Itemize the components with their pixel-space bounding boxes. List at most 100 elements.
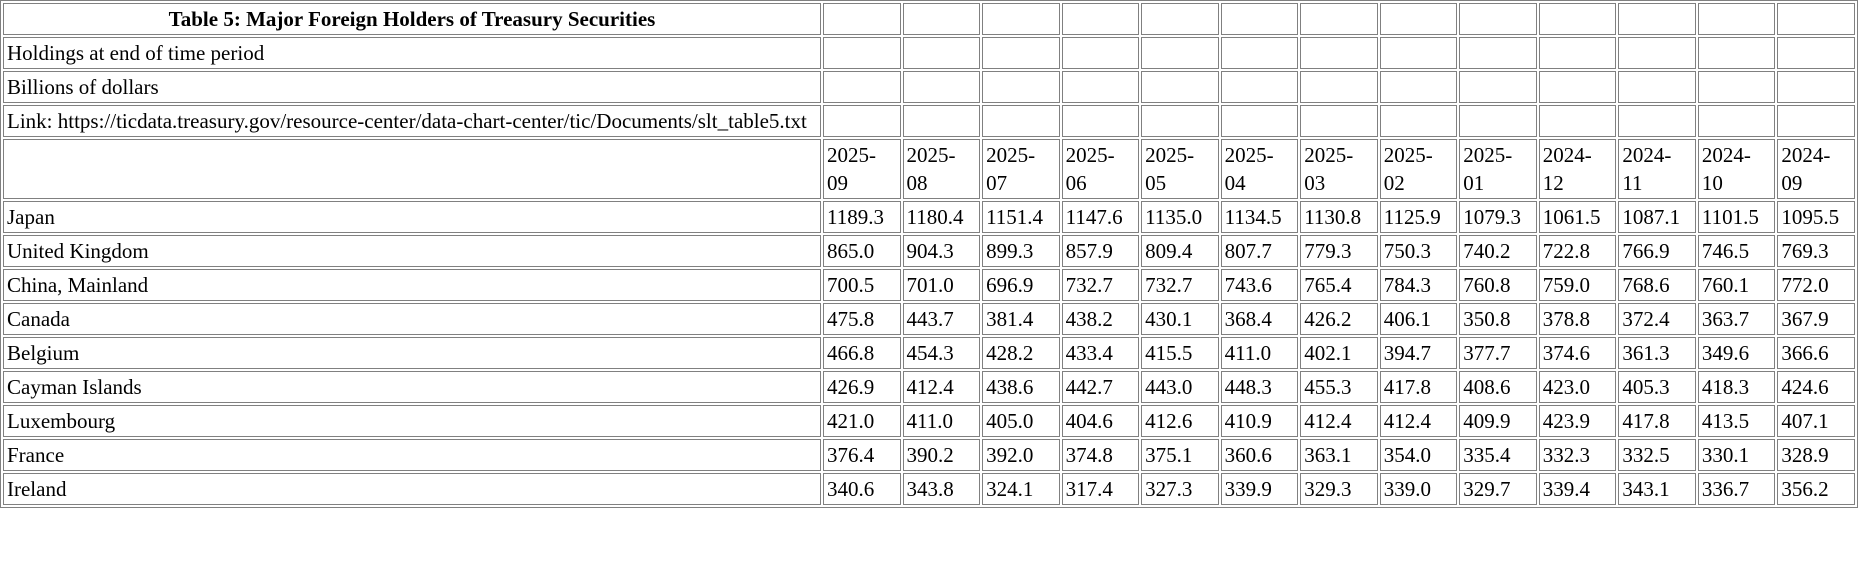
empty-cell [1697,105,1776,137]
value-cell: 423.0 [1538,371,1617,403]
empty-cell [1777,71,1855,103]
column-header: 2024- 09 [1777,139,1855,199]
value-cell: 475.8 [823,303,901,335]
value-cell: 438.2 [1061,303,1140,335]
empty-cell [1459,71,1537,103]
value-cell: 732.7 [1141,269,1219,301]
empty-cell [1697,3,1776,35]
empty-cell [1459,3,1537,35]
value-cell: 421.0 [823,405,901,437]
value-cell: 361.3 [1618,337,1696,369]
value-cell: 765.4 [1300,269,1378,301]
value-cell: 392.0 [982,439,1060,471]
empty-cell [1220,71,1299,103]
value-cell: 857.9 [1061,235,1140,267]
empty-cell [982,37,1060,69]
empty-cell [982,105,1060,137]
value-cell: 350.8 [1459,303,1537,335]
empty-cell [823,71,901,103]
value-cell: 433.4 [1061,337,1140,369]
empty-cell [982,71,1060,103]
title-row: Table 5: Major Foreign Holders of Treasu… [3,3,1855,35]
column-header: 2025- 06 [1061,139,1140,199]
country-name: Ireland [3,473,821,505]
table-row: Canada 475.8 443.7 381.4 438.2 430.1 368.4 426.… [3,303,1855,335]
empty-cell [1538,3,1617,35]
value-cell: 404.6 [1061,405,1140,437]
value-cell: 340.6 [823,473,901,505]
empty-cell [1538,71,1617,103]
empty-cell [1061,105,1140,137]
column-header: 2025- 05 [1141,139,1219,199]
column-header: 2025- 07 [982,139,1060,199]
value-cell: 732.7 [1061,269,1140,301]
value-cell: 332.5 [1618,439,1696,471]
value-cell: 412.4 [1300,405,1378,437]
empty-cell [1061,71,1140,103]
value-cell: 413.5 [1697,405,1776,437]
value-cell: 390.2 [902,439,981,471]
value-cell: 430.1 [1141,303,1219,335]
empty-cell [1300,37,1378,69]
value-cell: 1147.6 [1061,201,1140,233]
value-cell: 750.3 [1379,235,1458,267]
column-header: 2025- 08 [902,139,981,199]
country-name: Japan [3,201,821,233]
value-cell: 779.3 [1300,235,1378,267]
value-cell: 335.4 [1459,439,1537,471]
value-cell: 411.0 [1220,337,1299,369]
value-cell: 696.9 [982,269,1060,301]
country-name: Canada [3,303,821,335]
value-cell: 405.3 [1618,371,1696,403]
value-cell: 363.1 [1300,439,1378,471]
value-cell: 374.8 [1061,439,1140,471]
empty-cell [1141,37,1219,69]
table-row: Luxembourg 421.0 411.0 405.0 404.6 412.6 410.9… [3,405,1855,437]
empty-cell [1300,105,1378,137]
value-cell: 412.4 [1379,405,1458,437]
empty-cell [902,3,981,35]
value-cell: 339.9 [1220,473,1299,505]
empty-cell [823,105,901,137]
column-header: 2025- 01 [1459,139,1537,199]
value-cell: 454.3 [902,337,981,369]
value-cell: 408.6 [1459,371,1537,403]
value-cell: 1125.9 [1379,201,1458,233]
column-header: 2024- 10 [1697,139,1776,199]
value-cell: 412.6 [1141,405,1219,437]
value-cell: 407.1 [1777,405,1855,437]
holdings-note: Holdings at end of time period [3,37,821,69]
source-link-row: Link: https://ticdata.treasury.gov/resou… [3,105,1855,137]
value-cell: 443.7 [902,303,981,335]
empty-cell [1538,105,1617,137]
value-cell: 740.2 [1459,235,1537,267]
value-cell: 701.0 [902,269,981,301]
value-cell: 336.7 [1697,473,1776,505]
value-cell: 904.3 [902,235,981,267]
empty-cell [1300,3,1378,35]
table-row: Cayman Islands 426.9 412.4 438.6 442.7 443.0 4… [3,371,1855,403]
empty-cell [1777,37,1855,69]
value-cell: 766.9 [1618,235,1696,267]
value-cell: 746.5 [1697,235,1776,267]
value-cell: 343.1 [1618,473,1696,505]
value-cell: 324.1 [982,473,1060,505]
table-row: Ireland 340.6 343.8 324.1 317.4 327.3 339.9 329… [3,473,1855,505]
column-header: 2024- 11 [1618,139,1696,199]
units-note-row: Billions of dollars [3,71,1855,103]
value-cell: 363.7 [1697,303,1776,335]
value-cell: 769.3 [1777,235,1855,267]
column-header: 2025- 04 [1220,139,1299,199]
empty-cell [1141,105,1219,137]
empty-cell [1379,3,1458,35]
empty-cell [1777,3,1855,35]
table-row: United Kingdom 865.0 904.3 899.3 857.9 809.4 8… [3,235,1855,267]
value-cell: 356.2 [1777,473,1855,505]
value-cell: 448.3 [1220,371,1299,403]
value-cell: 405.0 [982,405,1060,437]
value-cell: 1087.1 [1618,201,1696,233]
value-cell: 366.6 [1777,337,1855,369]
empty-cell [1061,3,1140,35]
empty-cell [902,71,981,103]
value-cell: 807.7 [1220,235,1299,267]
